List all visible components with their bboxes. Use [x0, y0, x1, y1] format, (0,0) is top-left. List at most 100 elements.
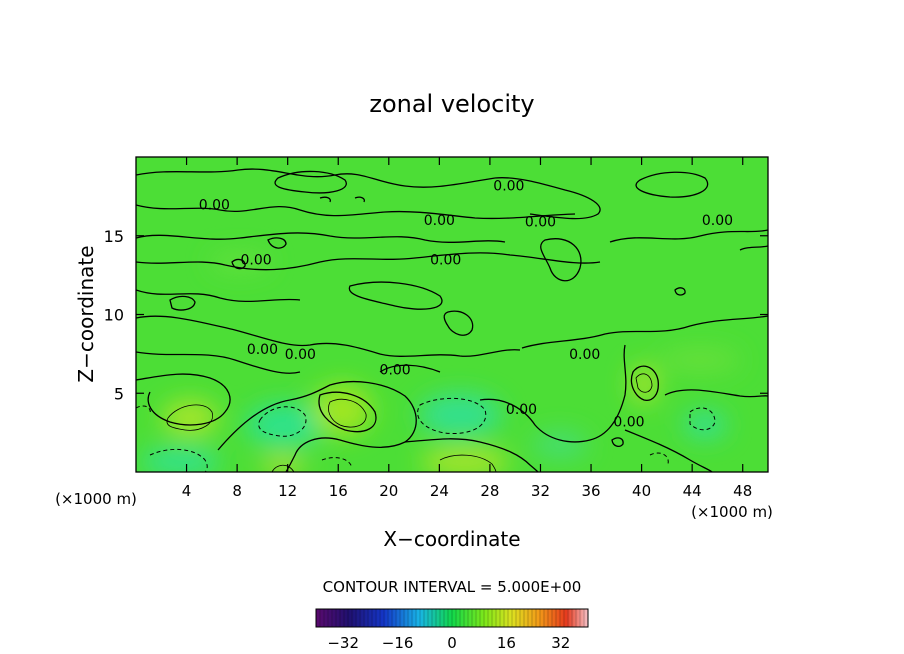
anomaly-low [532, 431, 588, 459]
colorbar-gradient [316, 609, 588, 627]
x-tick-label: 32 [531, 482, 550, 500]
colorbar-stripes [319, 609, 585, 627]
contour-line [217, 380, 417, 472]
contour-line [354, 196, 366, 203]
anomaly-low [418, 393, 502, 437]
contour-line-thin [635, 373, 653, 393]
x-tick-label: 36 [581, 482, 600, 500]
x-tick-label: 24 [430, 482, 449, 500]
x-tick-label: 48 [733, 482, 752, 500]
anomaly-high [630, 364, 658, 404]
anomaly-high [261, 455, 305, 472]
contour-labels: 0.00 0.00 0.00 0.00 0.00 0.00 0.00 0.00 0.00 0.00… [199, 178, 733, 430]
contour-line [136, 315, 521, 357]
contour-label: 0.00 [525, 215, 556, 231]
contour-label: 0.00 [506, 402, 537, 418]
contour-line [624, 429, 713, 472]
x-tick-label: 44 [683, 482, 702, 500]
anomaly-high [420, 448, 510, 472]
contour-line [609, 229, 768, 243]
x-tick-label: 4 [182, 482, 192, 500]
x-tick-label: 16 [329, 482, 348, 500]
contour-line [136, 204, 576, 220]
x-tick-label: 12 [278, 482, 297, 500]
contour-line [318, 391, 377, 433]
contour-line [379, 364, 441, 373]
contour-line [494, 177, 601, 220]
contour-line [739, 245, 768, 251]
contour-line [274, 170, 347, 194]
anomaly-high [660, 348, 740, 372]
contour-line [664, 389, 768, 398]
x-tick-labels: 4 8 12 16 20 24 28 32 36 40 44 48 [182, 482, 752, 500]
y-tick-label: 10 [104, 306, 124, 325]
contour-line [443, 310, 474, 336]
contour-line [136, 289, 301, 303]
contour-line [635, 171, 709, 198]
contour-line [136, 168, 496, 188]
colorbar-frame [315, 608, 589, 628]
anomaly-high [210, 252, 270, 272]
contour-label: 0.00 [247, 342, 278, 358]
colorbar-tick-label: 0 [447, 634, 457, 652]
colorbar-tick-labels: −32 −16 0 16 32 [327, 634, 570, 652]
x-unit-label-right: (×1000 m) [691, 503, 773, 521]
colorbar-tick-label: 16 [497, 634, 516, 652]
contour-line-dashed [417, 397, 487, 435]
contour-line [136, 252, 601, 271]
contour-interval-label: CONTOUR INTERVAL = 5.000E+00 [323, 578, 582, 596]
contour-line-thin [328, 398, 367, 428]
contour-line-dashed [136, 405, 151, 415]
anomaly-low [140, 448, 220, 472]
contour-line [521, 315, 768, 349]
contour-field: 0.00 0.00 0.00 0.00 0.00 0.00 0.00 0.00 0.00 0.00… [136, 157, 768, 472]
contour-line-dashed [649, 452, 669, 465]
contour-line [674, 287, 686, 296]
contour-label: 0.00 [380, 363, 411, 379]
axis-ticks [136, 157, 768, 472]
x-tick-label: 28 [480, 482, 499, 500]
chart-title: zonal velocity [369, 90, 534, 118]
y-tick-labels: 5 10 15 [104, 227, 124, 404]
contour-line-dashed [689, 407, 716, 431]
contour-line-thin [166, 404, 213, 431]
contour-label: 0.00 [569, 347, 600, 363]
contour-line [231, 258, 246, 270]
anomaly-low [683, 411, 727, 439]
y-tick-label: 15 [104, 227, 124, 246]
contour-line [479, 344, 627, 443]
y-axis-label: Z−coordinate [74, 245, 98, 382]
contour-line [319, 196, 332, 203]
contour-line [136, 232, 506, 243]
contour-line [540, 238, 582, 282]
colorbar: −32 −16 0 16 32 [315, 608, 589, 652]
colorbar-tick-label: −32 [327, 634, 359, 652]
contour-line-dashed [321, 457, 353, 469]
x-tick-label: 20 [379, 482, 398, 500]
colorbar-tick-label: −16 [382, 634, 414, 652]
y-tick-label: 5 [114, 384, 124, 403]
x-tick-label: 40 [632, 482, 651, 500]
contour-lines-negative [136, 397, 716, 472]
contour-line-dashed [149, 448, 208, 472]
contour-line [136, 351, 301, 374]
contour-line [630, 365, 659, 401]
contour-line [404, 438, 539, 472]
contour-label: 0.00 [430, 252, 461, 268]
contour-line [611, 437, 624, 447]
contour-line [348, 281, 443, 310]
contour-line-thin [271, 464, 295, 472]
contour-label: 0.00 [613, 415, 644, 431]
x-unit-label-left: (×1000 m) [55, 490, 137, 508]
contour-label: 0.00 [240, 252, 271, 268]
contour-label: 0.00 [424, 213, 455, 229]
contour-line [267, 237, 287, 249]
contour-label: 0.00 [285, 347, 316, 363]
contour-label: 0.00 [493, 178, 524, 194]
contour-line [169, 295, 196, 311]
x-tick-label: 8 [232, 482, 242, 500]
contour-label: 0.00 [199, 197, 230, 213]
contour-line [136, 373, 231, 426]
contour-label: 0.00 [702, 213, 733, 229]
